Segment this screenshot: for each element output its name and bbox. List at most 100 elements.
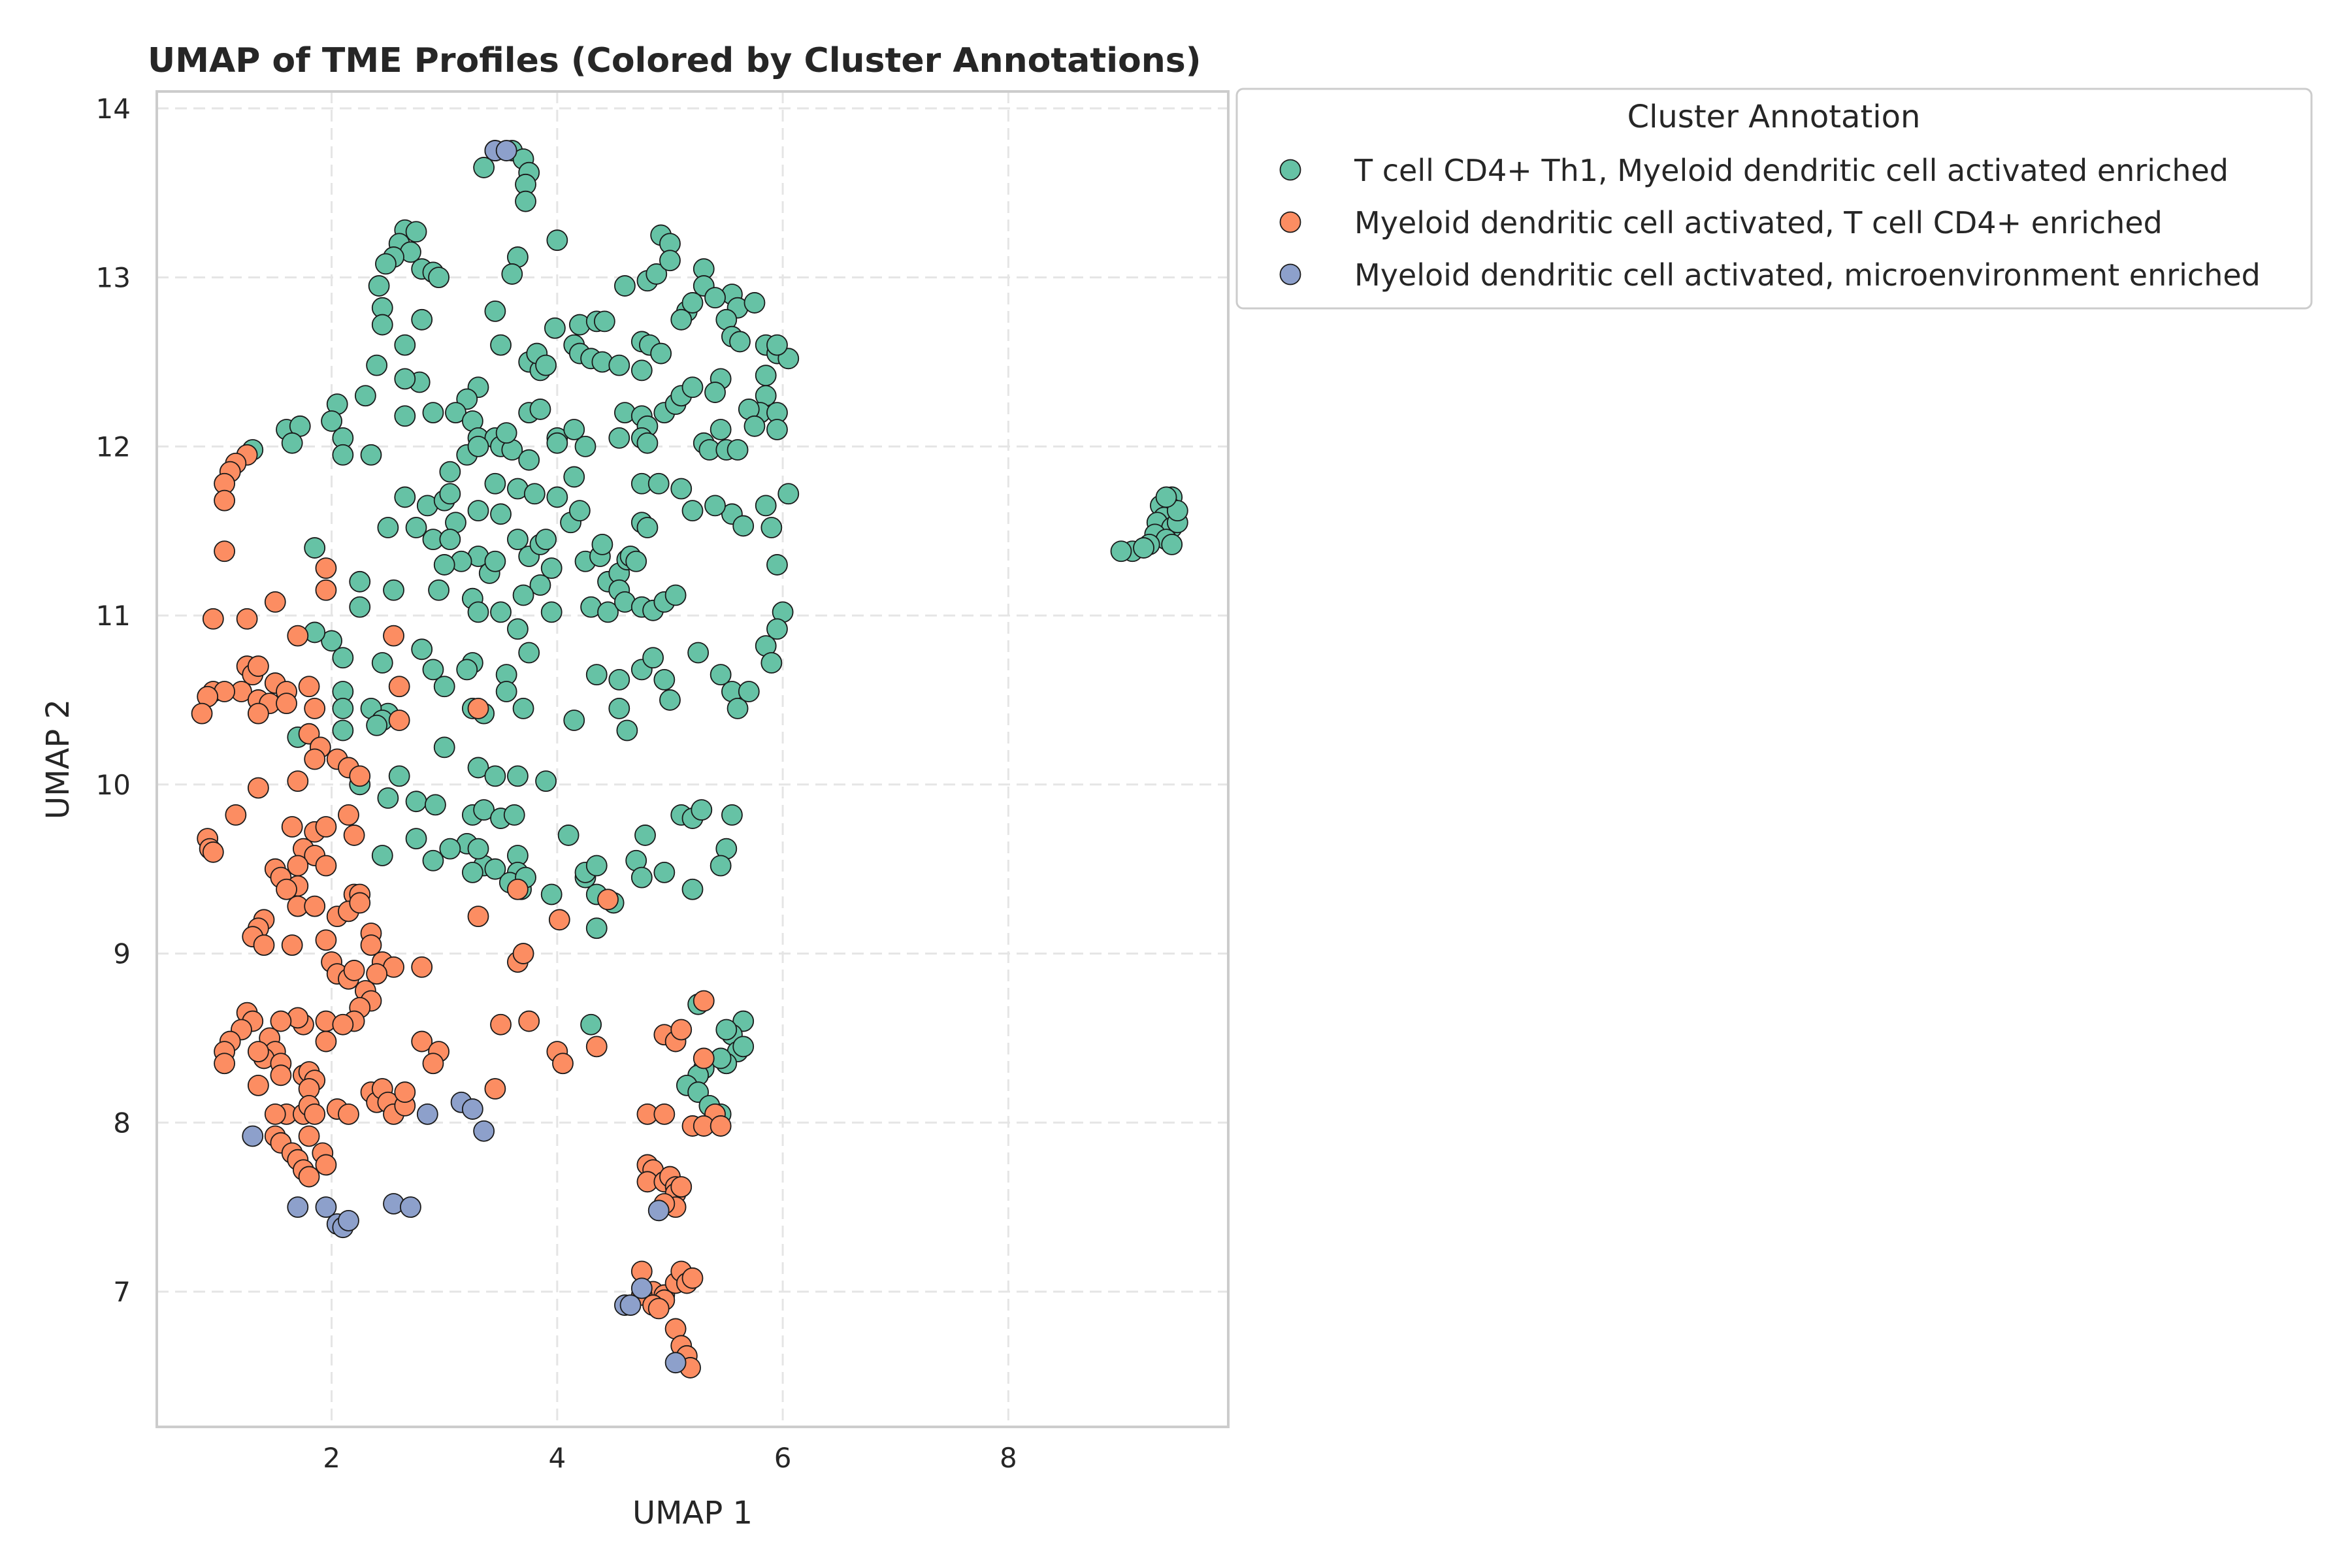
scatter-point — [394, 405, 416, 427]
scatter-point — [298, 1166, 320, 1188]
scatter-point — [664, 584, 687, 606]
scatter-point — [507, 878, 529, 900]
scatter-point — [467, 435, 489, 457]
scatter-point — [445, 402, 466, 423]
scatter-point — [681, 878, 704, 900]
scatter-point — [366, 714, 388, 736]
scatter-point — [732, 515, 755, 537]
scatter-point — [304, 697, 326, 719]
scatter-point — [659, 250, 681, 272]
y-tick-label: 12 — [96, 431, 131, 463]
scatter-point — [518, 1010, 540, 1032]
scatter-point — [281, 934, 303, 956]
scatter-point — [552, 1053, 574, 1075]
scatter-point — [264, 1103, 286, 1125]
scatter-point — [766, 618, 788, 640]
scatter-point — [743, 292, 766, 314]
scatter-point — [473, 157, 495, 178]
scatter-point — [368, 275, 390, 297]
legend-marker — [1279, 263, 1301, 286]
scatter-point — [647, 1200, 670, 1222]
scatter-point — [766, 419, 788, 440]
scatter-point — [467, 838, 489, 860]
scatter-point — [557, 825, 580, 846]
scatter-point — [760, 517, 783, 538]
scatter-point — [439, 838, 461, 860]
scatter-point — [715, 1019, 738, 1041]
scatter-point — [281, 816, 303, 838]
scatter-point — [484, 472, 506, 495]
scatter-point — [315, 1030, 337, 1053]
scatter-point — [467, 500, 489, 522]
scatter-point — [490, 503, 512, 525]
x-tick-label: 4 — [548, 1442, 566, 1474]
scatter-point — [597, 889, 619, 911]
scatter-point — [349, 570, 371, 593]
scatter-point — [394, 334, 416, 356]
y-tick-label: 14 — [96, 93, 131, 125]
scatter-point — [585, 1036, 608, 1058]
scatter-point — [727, 697, 749, 719]
scatter-point — [388, 710, 410, 731]
scatter-point — [405, 517, 427, 538]
scatter-point — [608, 697, 630, 719]
scatter-point — [630, 1277, 653, 1299]
legend-label: Myeloid dendritic cell activated, T cell… — [1354, 205, 2163, 240]
scatter-point — [433, 676, 455, 698]
scatter-point — [653, 1103, 676, 1125]
scatter-point — [1161, 534, 1183, 555]
scatter-point — [338, 1103, 359, 1125]
scatter-point — [512, 943, 534, 964]
scatter-point — [298, 676, 320, 698]
y-tick-label: 8 — [113, 1107, 131, 1139]
y-tick-label: 11 — [96, 600, 131, 632]
scatter-point — [461, 861, 483, 883]
scatter-point — [659, 689, 681, 711]
scatter-point — [495, 140, 517, 161]
scatter-point — [281, 432, 303, 454]
scatter-point — [298, 1125, 320, 1147]
scatter-point — [411, 638, 433, 661]
scatter-point — [394, 368, 416, 390]
scatter-point — [422, 402, 444, 423]
scatter-point — [191, 702, 213, 725]
scatter-point — [247, 777, 269, 799]
y-tick-label: 9 — [113, 938, 131, 970]
scatter-point — [540, 557, 563, 580]
scatter-point — [647, 472, 670, 495]
scatter-point — [721, 804, 743, 826]
data-points — [191, 140, 1188, 1379]
scatter-point — [710, 1115, 732, 1137]
scatter-point — [670, 1176, 693, 1198]
scatter-point — [518, 449, 540, 471]
scatter-point — [563, 710, 585, 731]
scatter-point — [394, 486, 416, 508]
scatter-point — [512, 697, 534, 719]
scatter-point — [433, 736, 455, 759]
scatter-point — [681, 376, 704, 399]
scatter-point — [349, 596, 371, 618]
scatter-point — [738, 681, 760, 702]
scatter-point — [377, 787, 399, 809]
scatter-point — [270, 1010, 292, 1032]
scatter-point — [544, 317, 566, 339]
scatter-point — [439, 529, 461, 551]
series-2-points — [191, 444, 732, 1379]
scatter-point — [304, 1103, 326, 1125]
scatter-point — [1133, 537, 1154, 559]
scatter-point — [490, 601, 512, 623]
scatter-point — [422, 659, 444, 681]
scatter-point — [710, 664, 732, 686]
scatter-point — [411, 1030, 433, 1053]
scatter-point — [247, 1074, 269, 1096]
scatter-point — [593, 310, 615, 333]
scatter-point — [681, 1267, 704, 1289]
scatter-point — [650, 342, 672, 365]
scatter-point — [664, 1352, 687, 1374]
scatter-point — [484, 550, 506, 572]
scatter-point — [371, 845, 393, 866]
scatter-point — [394, 1081, 416, 1103]
scatter-point — [755, 365, 777, 387]
scatter-point — [507, 618, 529, 640]
scatter-point — [653, 861, 676, 883]
